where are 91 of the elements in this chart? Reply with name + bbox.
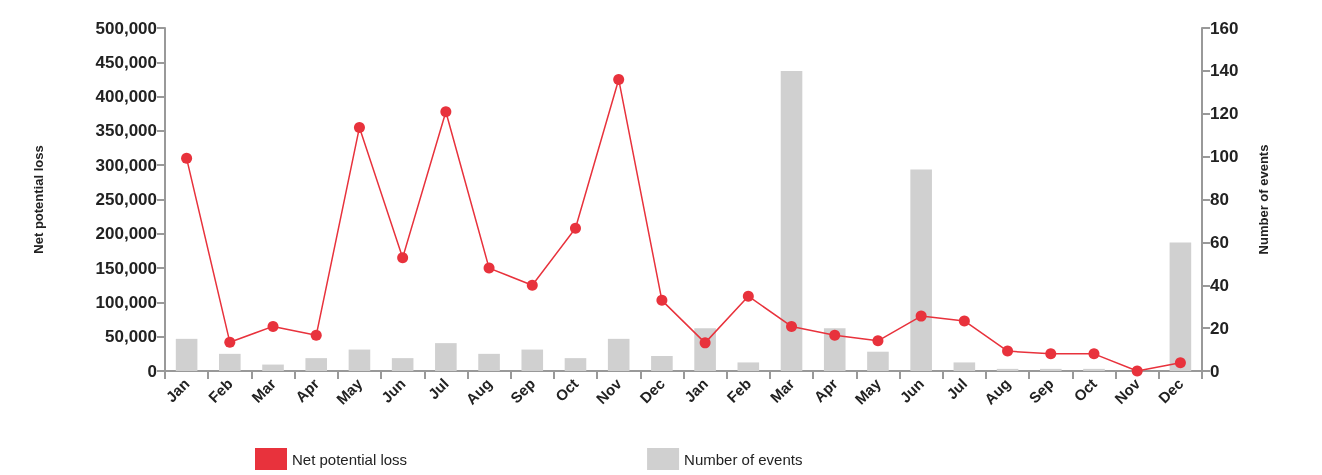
bar [996, 368, 1019, 371]
y-tick-label: 50,000 [105, 327, 157, 347]
point [526, 279, 538, 291]
bar [478, 353, 500, 371]
x-tick-label: Nov [1111, 374, 1144, 408]
bar [175, 338, 198, 371]
y2-tick-label: 80 [1210, 190, 1229, 209]
point [310, 329, 322, 341]
y-tick-label: 100,000 [95, 292, 157, 312]
point [224, 336, 236, 348]
point [1088, 348, 1100, 360]
y-tick-label: 200,000 [95, 224, 157, 244]
bar [262, 364, 284, 371]
x-tick-label: Sep [1025, 374, 1057, 407]
x-tick-label: Apr [810, 374, 841, 406]
x-tick-label: Oct [1070, 374, 1100, 405]
y2-tick-label: 40 [1210, 275, 1229, 295]
x-tick-label: Dec [1154, 374, 1187, 407]
point [829, 329, 841, 341]
x-tick-label: Jun [377, 374, 409, 406]
bar [867, 351, 889, 371]
point [1002, 345, 1014, 357]
point [181, 152, 193, 164]
y-axis-title: Net potential loss [31, 145, 46, 254]
y2-tick-label: 0 [1210, 361, 1220, 381]
bar [910, 169, 932, 371]
point [1131, 365, 1143, 377]
bar [607, 338, 630, 371]
y2-tick-label: 160 [1210, 18, 1239, 38]
x-tick-label: Aug [462, 374, 496, 408]
bar [521, 349, 544, 371]
point [656, 294, 668, 306]
x-tick-label: Sep [506, 374, 539, 407]
point [397, 252, 409, 264]
point [569, 222, 581, 234]
bar [737, 362, 760, 371]
point [699, 337, 711, 349]
y-tick-label: 0 [147, 361, 157, 381]
x-tick-label: Nov [592, 374, 626, 408]
legend-label: Net potential loss [292, 450, 408, 468]
point [915, 310, 927, 322]
point [1174, 357, 1186, 369]
bar [1039, 368, 1062, 371]
bar [305, 358, 328, 371]
point [872, 335, 884, 347]
x-tick-label: Aug [980, 374, 1014, 408]
bar [780, 70, 803, 371]
point [742, 290, 754, 302]
point [353, 121, 365, 133]
point [1045, 348, 1057, 360]
y-tick-label: 400,000 [95, 87, 157, 107]
y2-axis-title: Number of events [1256, 144, 1271, 255]
y-tick-label: 350,000 [95, 121, 157, 141]
x-tick-label: Feb [723, 374, 755, 406]
point [958, 315, 970, 327]
x-tick-label: Jul [424, 374, 452, 403]
y-tick-label: 300,000 [95, 155, 157, 175]
y2-tick-label: 100 [1210, 147, 1239, 167]
y-tick-label: 450,000 [95, 52, 157, 72]
x-tick-label: Jul [943, 374, 971, 403]
bar [391, 358, 414, 371]
x-tick-label: Mar [766, 374, 798, 406]
point [786, 320, 798, 332]
x-tick-label: Feb [204, 374, 236, 406]
bar [1169, 242, 1192, 371]
y2-tick-label: 120 [1210, 104, 1239, 124]
point [267, 320, 279, 332]
point [613, 73, 625, 85]
legend-label: Number of events [684, 450, 803, 468]
bar [435, 343, 457, 371]
bar [348, 349, 371, 371]
x-tick-label: Mar [248, 374, 280, 406]
y2-tick-label: 140 [1210, 61, 1239, 81]
x-tick-label: Oct [551, 374, 582, 405]
bar [564, 358, 587, 371]
point [483, 262, 495, 274]
x-tick-label: Jan [162, 374, 193, 406]
bar [651, 355, 673, 371]
x-tick-label: Apr [291, 374, 323, 406]
x-tick-label: Dec [636, 374, 668, 407]
point [440, 106, 452, 118]
y-tick-label: 250,000 [95, 190, 157, 209]
y-tick-label: 150,000 [95, 258, 157, 278]
bar [219, 353, 241, 371]
y2-tick-label: 60 [1210, 232, 1229, 252]
x-tick-label: Jun [896, 374, 928, 406]
bar [1083, 368, 1105, 371]
bar [953, 362, 976, 371]
y-tick-label: 500,000 [95, 18, 157, 38]
x-tick-label: Jan [680, 374, 712, 406]
y2-tick-label: 20 [1210, 318, 1229, 338]
